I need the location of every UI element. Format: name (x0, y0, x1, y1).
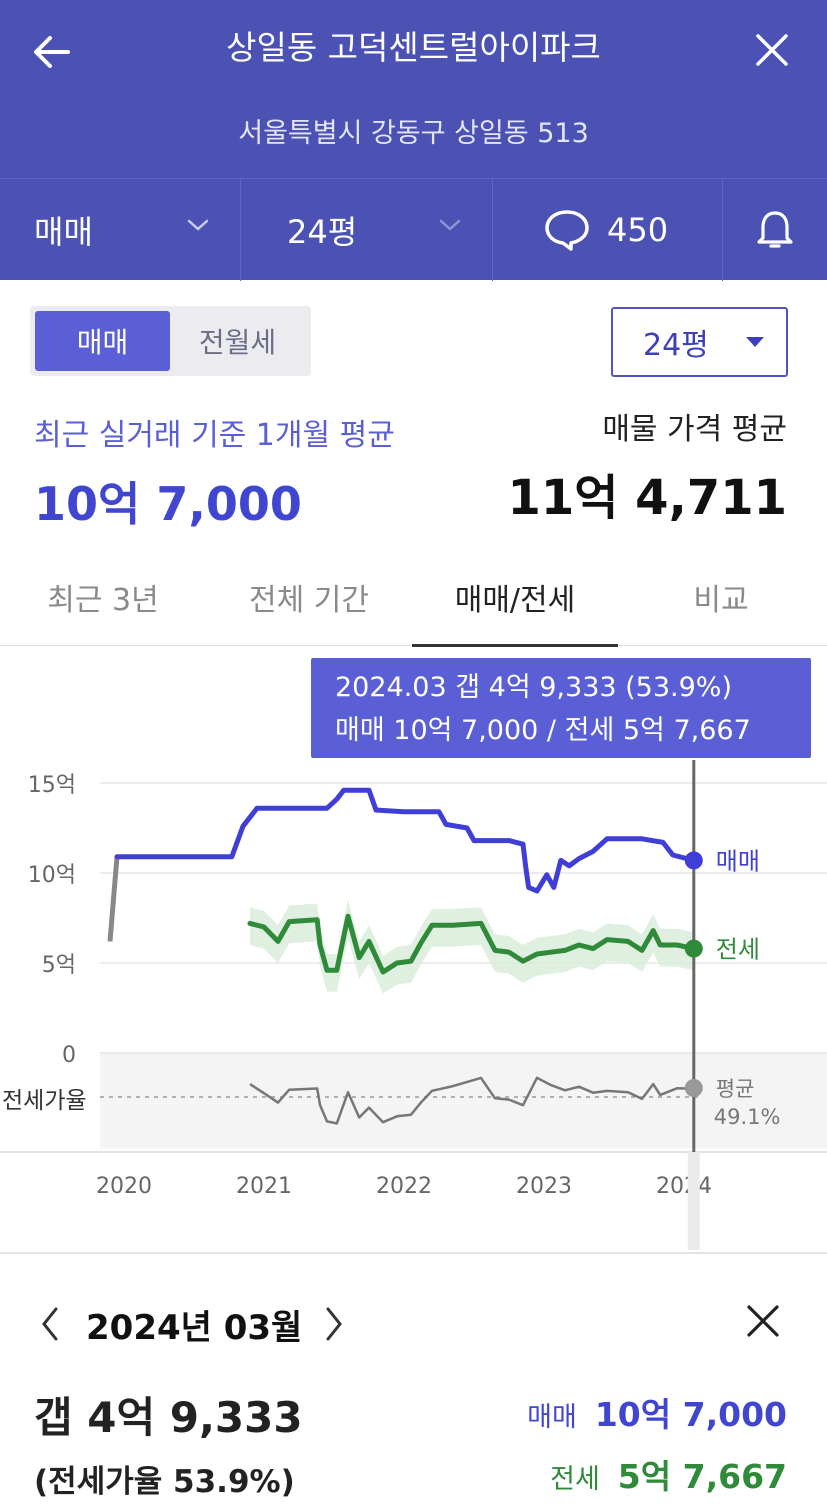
section-divider (0, 1252, 827, 1254)
arrow-left-icon (34, 36, 70, 68)
next-month-button[interactable] (316, 1302, 352, 1346)
speech-bubble-icon (545, 210, 589, 251)
filter-bar: 매매 24평 450 (0, 178, 827, 281)
listing-price-value: 11억 4,711 (507, 470, 788, 526)
jeonse-ratio-value: (전세가율 53.9%) (34, 1464, 295, 1500)
detail-sale-row: 매매 10억 7,000 (527, 1388, 787, 1436)
tooltip-line-gap: 2024.03 갭 4억 9,333 (53.9%) (335, 672, 732, 703)
y-tick-label: 15억 (28, 773, 76, 798)
cursor-shadow (687, 1152, 700, 1250)
size-label: 24평 (287, 213, 358, 251)
chevron-down-icon (439, 219, 461, 231)
size-dropdown[interactable]: 24평 (611, 307, 788, 377)
app-header: 상일동 고덕센트럴아이파크 서울특별시 강동구 상일동 513 매매 24평 4… (0, 0, 827, 281)
sale-line-early (107, 856, 120, 942)
ratio-band (100, 1053, 827, 1148)
tab-recent-3y[interactable]: 최근 3년 (47, 583, 159, 618)
listing-price-label: 매물 가격 평균 (602, 412, 787, 447)
x-tick-label: 2022 (376, 1174, 432, 1199)
chevron-right-icon (326, 1307, 342, 1341)
chevron-down-icon (187, 219, 209, 231)
detail-close-button[interactable] (740, 1298, 786, 1344)
jeonse-series-line (247, 913, 697, 975)
close-button[interactable] (748, 26, 796, 74)
detail-sale-value: 10억 7,000 (594, 1395, 787, 1434)
period-tabs: 최근 3년 전체 기간 매매/전세 비교 (0, 548, 827, 647)
ratio-average-label: 평균 (716, 1077, 755, 1101)
ratio-axis-label: 전세가율 (2, 1088, 87, 1114)
recent-price-value: 10억 7,000 (34, 477, 302, 531)
prev-month-button[interactable] (32, 1302, 68, 1346)
ratio-current-point (684, 1079, 703, 1097)
caret-down-icon (746, 337, 764, 347)
detail-jeonse-row: 전세 5억 7,667 (550, 1450, 787, 1498)
x-tick-label: 2020 (96, 1174, 152, 1199)
tooltip-line-prices: 매매 10억 7,000 / 전세 5억 7,667 (335, 715, 751, 746)
y-tick-label: 0 (62, 1043, 76, 1068)
jeonse-series-label: 전세 (716, 936, 760, 964)
sale-series-line (114, 787, 697, 894)
close-icon (747, 1305, 779, 1337)
detail-jeonse-label: 전세 (550, 1464, 600, 1495)
detail-sale-label: 매매 (527, 1402, 577, 1433)
comment-count: 450 (607, 211, 669, 249)
toggle-rent[interactable]: 전월세 (198, 326, 277, 359)
gap-value: 갭 4억 9,333 (34, 1393, 303, 1442)
jeonse-current-point (684, 939, 703, 958)
comments-button[interactable]: 450 (493, 179, 723, 281)
jeonse-range-band (250, 900, 694, 994)
tab-compare[interactable]: 비교 (693, 583, 749, 618)
y-tick-label: 10억 (28, 863, 76, 888)
address-text: 서울특별시 강동구 상일동 513 (238, 118, 589, 149)
bell-icon (757, 211, 793, 248)
chevron-left-icon (42, 1307, 58, 1341)
tab-sale-jeonse[interactable]: 매매/전세 (412, 548, 618, 647)
detail-jeonse-value: 5억 7,667 (617, 1457, 787, 1496)
page-title: 상일동 고덕센트럴아이파크 (226, 28, 601, 67)
deal-toggle: 매매 전월세 (30, 306, 311, 376)
sale-current-point (684, 851, 703, 870)
size-selector[interactable]: 24평 (241, 179, 493, 281)
toggle-sale[interactable]: 매매 (35, 311, 170, 371)
tab-all-period[interactable]: 전체 기간 (249, 583, 369, 618)
notification-button[interactable] (723, 179, 827, 281)
back-button[interactable] (28, 28, 76, 76)
recent-price-label: 최근 실거래 기준 1개월 평균 (34, 418, 395, 453)
deal-type-label: 매매 (34, 213, 93, 251)
detail-date: 2024년 03월 (86, 1308, 303, 1348)
sale-series-label: 매매 (716, 847, 760, 875)
close-icon (756, 34, 788, 66)
ratio-average-value: 49.1% (714, 1105, 781, 1129)
chart-tooltip: 2024.03 갭 4억 9,333 (53.9%) 매매 10억 7,000 … (311, 658, 811, 758)
size-dropdown-value: 24평 (643, 328, 709, 363)
x-tick-label: 2023 (516, 1174, 572, 1199)
x-tick-label: 2021 (236, 1174, 292, 1199)
y-tick-label: 5억 (42, 953, 76, 978)
deal-type-selector[interactable]: 매매 (0, 179, 241, 281)
x-tick-label: 2024 (656, 1174, 712, 1199)
ratio-series-line (249, 1076, 694, 1125)
